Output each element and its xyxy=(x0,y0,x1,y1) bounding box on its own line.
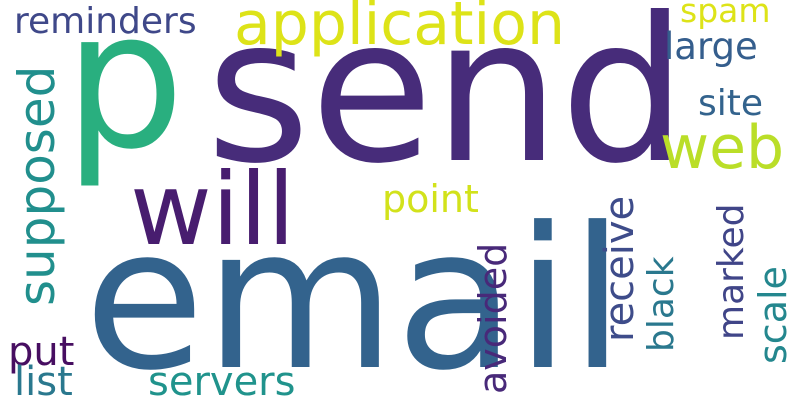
word-send: send xyxy=(206,0,687,208)
word-will: will xyxy=(130,151,296,268)
word-large: large xyxy=(664,25,758,68)
word-receive: receive xyxy=(597,195,643,342)
word-list: list xyxy=(14,359,73,400)
word-marked: marked xyxy=(711,203,752,341)
word-scale: scale xyxy=(751,266,795,364)
word-reminders: reminders xyxy=(14,1,197,42)
word-avoided: avoided xyxy=(471,242,515,394)
word-p: p xyxy=(64,0,185,191)
word-application: application xyxy=(234,0,565,59)
word-point: point xyxy=(382,177,479,221)
word-web: web xyxy=(660,113,785,183)
word-supposed: supposed xyxy=(8,65,66,306)
word-email: email xyxy=(84,186,625,400)
word-black: black xyxy=(641,256,682,352)
word-servers: servers xyxy=(148,359,296,400)
word-spam: spam xyxy=(680,0,771,30)
word-site: site xyxy=(698,83,764,124)
word-put: put xyxy=(8,329,75,375)
